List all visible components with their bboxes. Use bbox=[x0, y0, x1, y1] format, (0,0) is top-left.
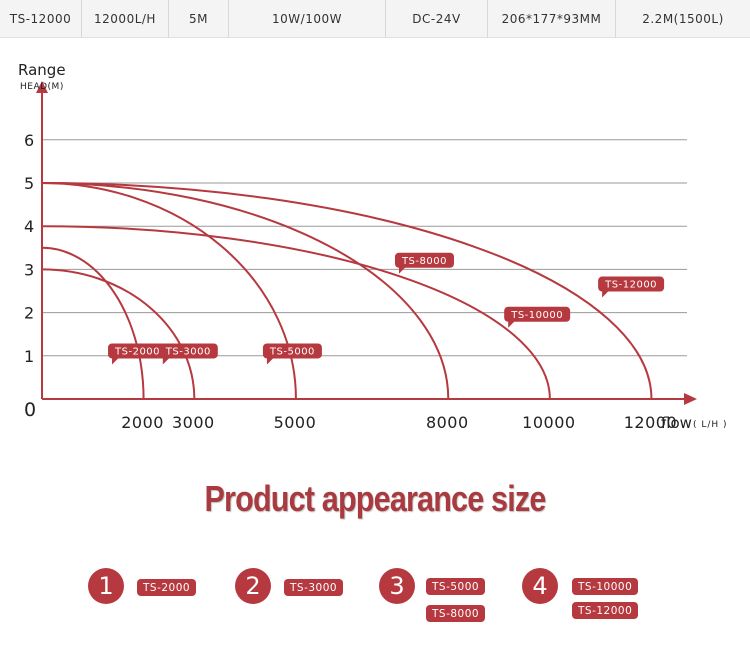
model-tag: TS-10000 bbox=[572, 578, 639, 595]
series-label-bg bbox=[158, 343, 218, 359]
x-tick-label: 5000 bbox=[274, 413, 317, 432]
x-tick-label: 8000 bbox=[426, 413, 469, 432]
y-axis-unit: HEAD(M) bbox=[20, 82, 64, 92]
y-tick-label: 5 bbox=[24, 174, 34, 193]
spec-voltage: DC-24V bbox=[386, 0, 488, 38]
spec-flow: 12000L/H bbox=[82, 0, 169, 38]
series-label: TS-3000 bbox=[158, 343, 218, 365]
spec-dimensions: 206*177*93MM bbox=[488, 0, 616, 38]
y-tick-label: 6 bbox=[24, 131, 34, 150]
series-label-bg bbox=[262, 343, 322, 359]
group-number: 3 bbox=[379, 568, 415, 604]
group-number: 2 bbox=[235, 568, 271, 604]
series-label: TS-8000 bbox=[394, 252, 454, 274]
series-label: TS-12000 bbox=[598, 276, 665, 298]
series-label-text: TS-12000 bbox=[604, 280, 657, 291]
series-label: TS-2000 bbox=[108, 343, 168, 365]
spec-table-row: TS-12000 12000L/H 5M 10W/100W DC-24V 206… bbox=[0, 0, 750, 38]
spec-head: 5M bbox=[169, 0, 229, 38]
series-label-text: TS-3000 bbox=[165, 346, 211, 357]
pump-curve bbox=[41, 268, 196, 400]
series-label: TS-10000 bbox=[504, 306, 571, 328]
series-label-pointer bbox=[398, 265, 407, 274]
group-number: 1 bbox=[88, 568, 124, 604]
x-axis-label: flow bbox=[661, 414, 692, 432]
group-number: 4 bbox=[522, 568, 558, 604]
y-axis-label: Range bbox=[18, 61, 66, 79]
series-label-text: TS-10000 bbox=[510, 310, 563, 321]
model-tag: TS-8000 bbox=[426, 605, 486, 622]
series-label-bg bbox=[504, 306, 571, 322]
model-tag: TS-5000 bbox=[426, 578, 486, 595]
spec-power: 10W/100W bbox=[229, 0, 386, 38]
series-label-bg bbox=[598, 276, 665, 292]
y-tick-label: 2 bbox=[24, 304, 34, 323]
x-tick-label: 3000 bbox=[172, 413, 215, 432]
series-label-text: TS-8000 bbox=[401, 256, 447, 267]
y-tick-label: 3 bbox=[24, 260, 34, 279]
pump-curves bbox=[41, 182, 653, 400]
y-tick-label: 4 bbox=[24, 217, 34, 236]
series-label-pointer bbox=[162, 356, 171, 365]
model-tag: TS-12000 bbox=[572, 602, 639, 619]
pump-curve bbox=[41, 225, 551, 400]
x-tick-label: 10000 bbox=[522, 413, 575, 432]
axes: 1 2 3 4 5 6 2000 3000 5000 8000 10000 12000 bbox=[24, 81, 697, 432]
model-tag: TS-2000 bbox=[137, 579, 197, 596]
pump-curve bbox=[41, 182, 653, 400]
series-label-bg bbox=[394, 252, 454, 268]
series-label-bg bbox=[108, 343, 168, 359]
series-labels: TS-2000 TS-3000 TS-5000 TS-8000 TS-10000 TS-1… bbox=[108, 252, 665, 365]
spec-model: TS-12000 bbox=[0, 0, 82, 38]
y-tick-label: 1 bbox=[24, 347, 34, 366]
pump-curve-chart: 1 2 3 4 5 6 2000 3000 5000 8000 10000 12000 TS-2000… bbox=[18, 61, 728, 432]
grid-lines bbox=[42, 139, 687, 357]
x-tick-label: 12000 bbox=[624, 413, 677, 432]
series-label-pointer bbox=[112, 356, 121, 365]
x-axis-unit: ( L/H ) bbox=[693, 420, 728, 430]
series-label-pointer bbox=[602, 289, 611, 298]
series-label-text: TS-2000 bbox=[114, 346, 160, 357]
pump-curve bbox=[41, 182, 450, 400]
series-label-pointer bbox=[266, 356, 275, 365]
x-axis-arrow bbox=[684, 393, 697, 405]
origin-label: 0 bbox=[24, 399, 36, 421]
x-tick-label: 2000 bbox=[121, 413, 164, 432]
series-label: TS-5000 bbox=[262, 343, 322, 365]
series-label-pointer bbox=[508, 319, 517, 328]
model-tag: TS-3000 bbox=[284, 579, 344, 596]
section-title: Product appearance size bbox=[204, 478, 546, 519]
spec-cable: 2.2M(1500L) bbox=[642, 12, 724, 26]
pump-curve bbox=[41, 246, 145, 400]
y-axis-arrow bbox=[36, 81, 48, 93]
series-label-text: TS-5000 bbox=[269, 346, 315, 357]
